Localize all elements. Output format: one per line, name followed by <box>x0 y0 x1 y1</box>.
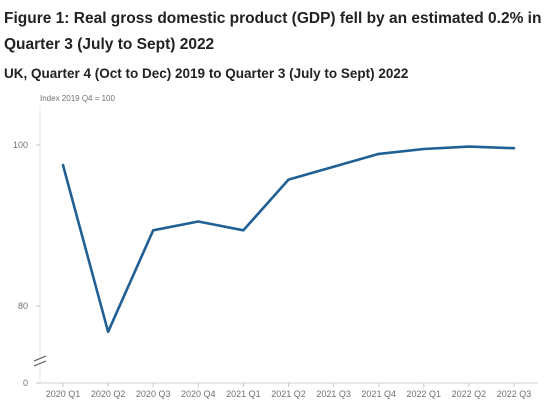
chart-title: Figure 1: Real gross domestic product (G… <box>4 10 542 53</box>
gdp-series-line <box>61 145 516 334</box>
x-tick-label: 2020 Q2 <box>91 389 126 399</box>
chart-subtitle: UK, Quarter 4 (Oct to Dec) 2019 to Quart… <box>4 66 409 81</box>
data-point <box>287 178 290 181</box>
data-point <box>422 148 425 151</box>
x-tick-label: 2022 Q1 <box>407 389 442 399</box>
x-axis-ticks: 2020 Q1 2020 Q2 2020 Q3 2020 Q4 2021 Q1 2021 … <box>46 383 532 399</box>
x-tick-label: 2021 Q4 <box>361 389 396 399</box>
y-tick-label: 0 <box>23 378 28 388</box>
x-tick-label: 2021 Q3 <box>316 389 351 399</box>
data-point <box>467 145 470 148</box>
data-point <box>332 165 335 168</box>
y-tick-label: 100 <box>13 140 28 150</box>
data-point <box>62 164 64 167</box>
data-point <box>197 220 200 223</box>
x-tick-label: 2021 Q1 <box>226 389 261 399</box>
series-layer <box>61 145 516 334</box>
y-tick-label: 80 <box>18 301 28 311</box>
axis-break-marker <box>33 355 47 367</box>
data-point <box>377 152 380 155</box>
data-point <box>242 229 245 232</box>
data-point <box>513 147 515 150</box>
y-axis-ticks: 0 80 100 <box>13 140 40 388</box>
data-point <box>107 330 110 333</box>
data-point <box>152 229 155 232</box>
x-tick-label: 2021 Q2 <box>271 389 306 399</box>
x-tick-label: 2020 Q4 <box>181 389 216 399</box>
x-tick-label: 2020 Q3 <box>136 389 171 399</box>
x-tick-label: 2022 Q2 <box>452 389 487 399</box>
y-axis-unit-label: Index 2019 Q4 = 100 <box>40 94 116 103</box>
x-tick-label: 2020 Q1 <box>46 389 81 399</box>
x-tick-label: 2022 Q3 <box>497 389 532 399</box>
